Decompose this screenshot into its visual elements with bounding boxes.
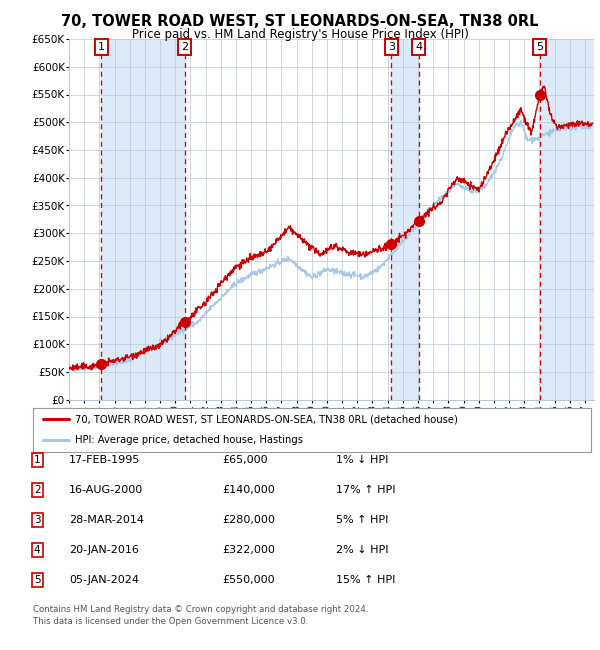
Text: £280,000: £280,000 [222, 515, 275, 525]
Text: 28-MAR-2014: 28-MAR-2014 [69, 515, 144, 525]
Text: 16-AUG-2000: 16-AUG-2000 [69, 485, 143, 495]
Text: 2: 2 [181, 42, 188, 52]
Text: 2: 2 [34, 485, 41, 495]
Text: £140,000: £140,000 [222, 485, 275, 495]
Text: 3: 3 [34, 515, 41, 525]
Text: 70, TOWER ROAD WEST, ST LEONARDS-ON-SEA, TN38 0RL: 70, TOWER ROAD WEST, ST LEONARDS-ON-SEA,… [61, 14, 539, 29]
Text: 5% ↑ HPI: 5% ↑ HPI [336, 515, 388, 525]
Text: This data is licensed under the Open Government Licence v3.0.: This data is licensed under the Open Gov… [33, 617, 308, 626]
Text: HPI: Average price, detached house, Hastings: HPI: Average price, detached house, Hast… [75, 435, 303, 445]
Text: 17% ↑ HPI: 17% ↑ HPI [336, 485, 395, 495]
Text: £65,000: £65,000 [222, 455, 268, 465]
Text: 17-FEB-1995: 17-FEB-1995 [69, 455, 140, 465]
Text: Price paid vs. HM Land Registry's House Price Index (HPI): Price paid vs. HM Land Registry's House … [131, 28, 469, 41]
Bar [101, 39, 185, 400]
Text: 5: 5 [536, 42, 543, 52]
Text: 1: 1 [98, 42, 104, 52]
Text: 1% ↓ HPI: 1% ↓ HPI [336, 455, 388, 465]
Text: 15% ↑ HPI: 15% ↑ HPI [336, 575, 395, 585]
Text: 20-JAN-2016: 20-JAN-2016 [69, 545, 139, 555]
Text: 1: 1 [34, 455, 41, 465]
Bar [539, 39, 594, 400]
Text: 70, TOWER ROAD WEST, ST LEONARDS-ON-SEA, TN38 0RL (detached house): 70, TOWER ROAD WEST, ST LEONARDS-ON-SEA,… [75, 415, 458, 424]
Text: 4: 4 [34, 545, 41, 555]
Text: Contains HM Land Registry data © Crown copyright and database right 2024.: Contains HM Land Registry data © Crown c… [33, 605, 368, 614]
Text: 05-JAN-2024: 05-JAN-2024 [69, 575, 139, 585]
Text: £322,000: £322,000 [222, 545, 275, 555]
Text: 3: 3 [388, 42, 395, 52]
Text: £550,000: £550,000 [222, 575, 275, 585]
Text: 4: 4 [415, 42, 422, 52]
Bar [391, 39, 419, 400]
Text: 5: 5 [34, 575, 41, 585]
Text: 2% ↓ HPI: 2% ↓ HPI [336, 545, 389, 555]
